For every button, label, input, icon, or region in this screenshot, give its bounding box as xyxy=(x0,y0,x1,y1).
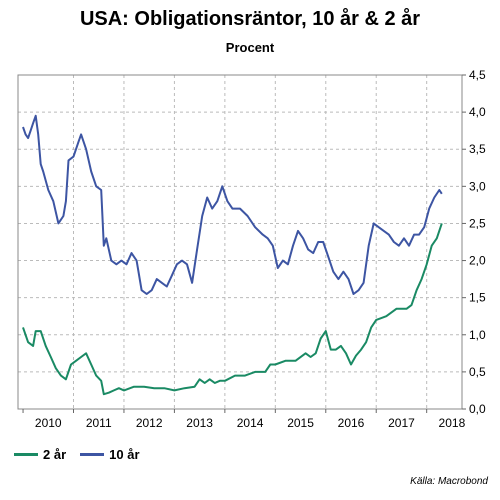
series-lines xyxy=(22,114,443,396)
y-tick-label: 3,5 xyxy=(469,142,486,156)
x-tick-label: 2015 xyxy=(287,416,314,430)
x-tick-label: 2018 xyxy=(439,416,466,430)
series-line-10yr xyxy=(22,114,443,295)
y-tick-label: 4,0 xyxy=(469,105,486,119)
y-tick-label: 3,0 xyxy=(469,179,486,193)
x-tick-label: 2010 xyxy=(35,416,62,430)
legend-item-2yr: 2 år xyxy=(14,447,66,462)
legend: 2 år 10 år xyxy=(14,447,140,462)
y-tick-label: 0,0 xyxy=(469,402,486,416)
legend-swatch-10yr xyxy=(80,453,105,456)
x-tick-label: 2016 xyxy=(338,416,365,430)
y-tick-label: 4,5 xyxy=(469,68,486,82)
y-tick-label: 2,0 xyxy=(469,254,486,268)
x-tick-label: 2011 xyxy=(86,416,112,430)
tick-labels: 0,0 0,5 1,0 1,5 2,0 2,5 3,0 3,5 4,0 4,5 2010 2011 20… xyxy=(35,68,486,430)
y-tick-label: 1,5 xyxy=(469,291,486,305)
legend-item-10yr: 10 år xyxy=(80,447,140,462)
axes xyxy=(17,74,466,413)
x-tick-label: 2013 xyxy=(186,416,213,430)
x-tick-label: 2012 xyxy=(136,416,163,430)
grid xyxy=(18,75,462,409)
x-tick-label: 2017 xyxy=(388,416,415,430)
legend-swatch-2yr xyxy=(14,453,38,456)
source-note: Källa: Macrobond xyxy=(410,476,488,487)
y-tick-label: 1,0 xyxy=(469,328,486,342)
legend-label-10yr: 10 år xyxy=(109,447,140,462)
x-tick-label: 2014 xyxy=(237,416,264,430)
series-line-2yr xyxy=(22,223,443,396)
plot-frame xyxy=(17,74,463,410)
legend-label-2yr: 2 år xyxy=(43,447,67,462)
y-tick-label: 0,5 xyxy=(469,365,486,379)
chart-title: USA: Obligationsräntor, 10 år & 2 år xyxy=(79,8,421,30)
y-tick-label: 2,5 xyxy=(469,216,486,230)
chart-subtitle: Procent xyxy=(225,40,275,55)
